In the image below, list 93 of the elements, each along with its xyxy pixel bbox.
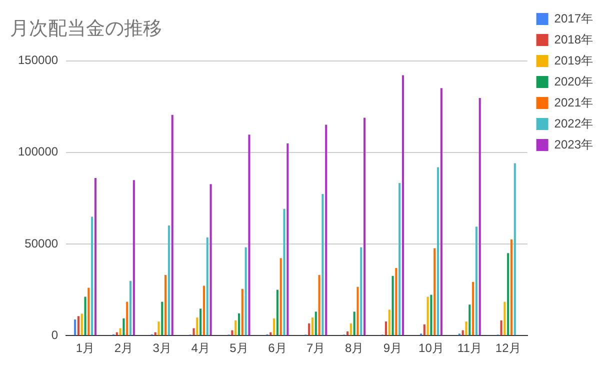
bar	[465, 321, 468, 336]
bar	[350, 323, 352, 336]
bar	[196, 317, 198, 336]
bar	[84, 296, 86, 336]
bar	[468, 304, 471, 336]
bar	[234, 320, 237, 336]
x-tick-label: 3月	[152, 341, 172, 356]
bar	[206, 237, 208, 336]
x-tick-label: 6月	[268, 341, 287, 356]
bar	[478, 98, 481, 336]
bar	[126, 302, 128, 336]
bar	[231, 330, 234, 336]
legend-label: 2019年	[554, 53, 594, 68]
bar	[168, 225, 170, 336]
legend-label: 2018年	[554, 32, 594, 46]
bar	[510, 239, 513, 336]
bar	[286, 143, 289, 336]
y-tick-label: 0	[51, 328, 58, 342]
bar	[388, 310, 390, 336]
y-tick-label: 150000	[18, 53, 58, 68]
bar	[273, 318, 276, 336]
bar	[283, 208, 286, 336]
legend-label: 2023年	[554, 137, 594, 152]
bar	[210, 184, 212, 336]
bar	[402, 75, 404, 336]
bar	[74, 319, 76, 336]
bar	[322, 194, 324, 336]
bar	[122, 318, 125, 336]
x-tick-label: 4月	[191, 341, 210, 356]
legend-label: 2020年	[554, 74, 594, 88]
bar	[462, 330, 464, 336]
bar	[395, 268, 398, 336]
bar	[514, 163, 516, 336]
bar	[202, 286, 206, 336]
bar	[164, 274, 167, 336]
x-tick-label: 7月	[306, 341, 326, 356]
bar	[475, 226, 478, 336]
bar	[314, 312, 317, 336]
x-tick-label: 2月	[114, 341, 134, 356]
bar	[80, 314, 83, 336]
x-tick-label: 12月	[495, 341, 521, 356]
bar	[434, 248, 436, 336]
bar	[426, 296, 429, 336]
legend-label: 2021年	[554, 95, 594, 110]
bar	[430, 294, 432, 336]
bar	[423, 324, 426, 336]
bar	[161, 302, 164, 336]
bar	[248, 134, 250, 336]
x-tick-label: 5月	[230, 341, 248, 356]
x-tick-label: 11月	[457, 341, 482, 356]
x-tick-label: 10月	[418, 341, 444, 356]
bar	[436, 167, 440, 336]
bar	[325, 124, 328, 336]
chart-title: 月次配当金の推移	[10, 18, 162, 40]
bar	[504, 302, 506, 336]
bar	[88, 288, 90, 336]
bar	[171, 114, 174, 336]
x-tick-label: 1月	[76, 341, 95, 356]
bar	[276, 290, 278, 336]
bar	[280, 258, 282, 336]
bar	[129, 280, 132, 336]
bar	[132, 180, 135, 336]
bar	[500, 320, 502, 336]
legend-label: 2017年	[554, 11, 594, 26]
x-tick-label: 8月	[344, 341, 364, 356]
bar	[346, 331, 349, 336]
bar	[308, 323, 310, 336]
bar	[241, 288, 244, 336]
bar	[77, 316, 80, 336]
bar	[119, 328, 122, 336]
x-tick-label: 9月	[383, 341, 402, 356]
bar	[360, 247, 362, 336]
bar	[440, 88, 442, 336]
bar	[238, 313, 240, 336]
y-tick-label: 100000	[18, 144, 58, 159]
bar	[353, 312, 356, 336]
bar	[384, 321, 387, 336]
bar	[158, 321, 160, 336]
bar	[311, 317, 314, 336]
bar	[91, 216, 94, 336]
bar	[244, 247, 247, 336]
bar	[507, 253, 510, 336]
bar	[392, 276, 394, 336]
bar	[94, 178, 96, 336]
bar	[364, 118, 366, 336]
bar	[356, 286, 359, 336]
legend-label: 2022年	[554, 116, 594, 130]
y-tick-label: 50000	[24, 236, 58, 250]
bar	[472, 282, 474, 336]
bar	[200, 308, 202, 336]
bar	[318, 274, 320, 336]
bar	[192, 328, 195, 336]
bar	[398, 182, 401, 336]
